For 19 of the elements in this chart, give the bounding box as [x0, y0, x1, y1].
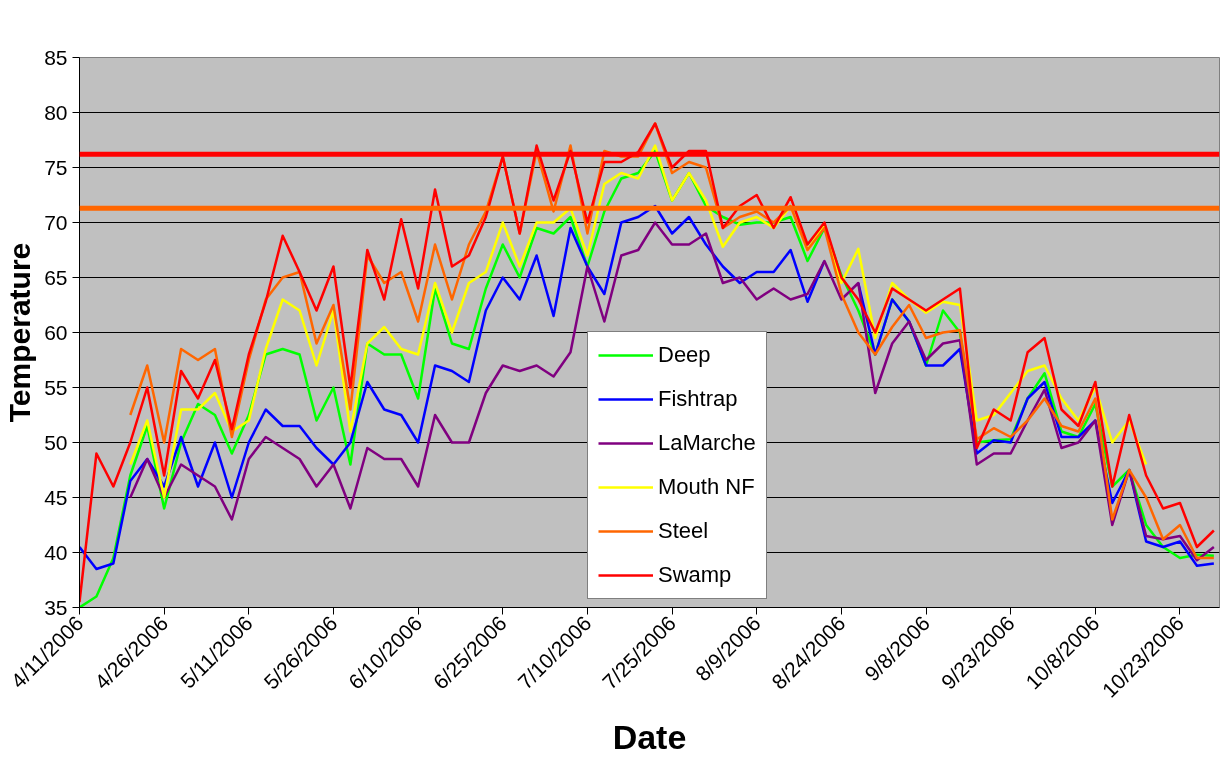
legend-label: Steel: [658, 518, 709, 544]
legend-label: Swamp: [658, 562, 732, 588]
y-tick-label: 55: [44, 375, 68, 399]
y-tick-label: 75: [44, 155, 68, 179]
y-tick-label: 85: [44, 45, 68, 69]
x-axis-title: Date: [612, 718, 687, 757]
y-tick-label: 60: [44, 320, 68, 344]
legend-label: Deep: [658, 342, 711, 368]
legend-label: LaMarche: [658, 430, 756, 456]
y-tick-label: 50: [44, 430, 68, 454]
y-axis-title: Temperature: [3, 242, 37, 423]
y-tick-label: 40: [44, 540, 68, 564]
y-tick-label: 70: [44, 210, 68, 234]
legend-label: Mouth NF: [658, 474, 755, 500]
y-tick-label: 80: [44, 100, 68, 124]
legend-label: Fishtrap: [658, 386, 738, 412]
y-tick-label: 35: [44, 595, 68, 619]
y-tick-label: 45: [44, 485, 68, 509]
y-tick-label: 65: [44, 265, 68, 289]
